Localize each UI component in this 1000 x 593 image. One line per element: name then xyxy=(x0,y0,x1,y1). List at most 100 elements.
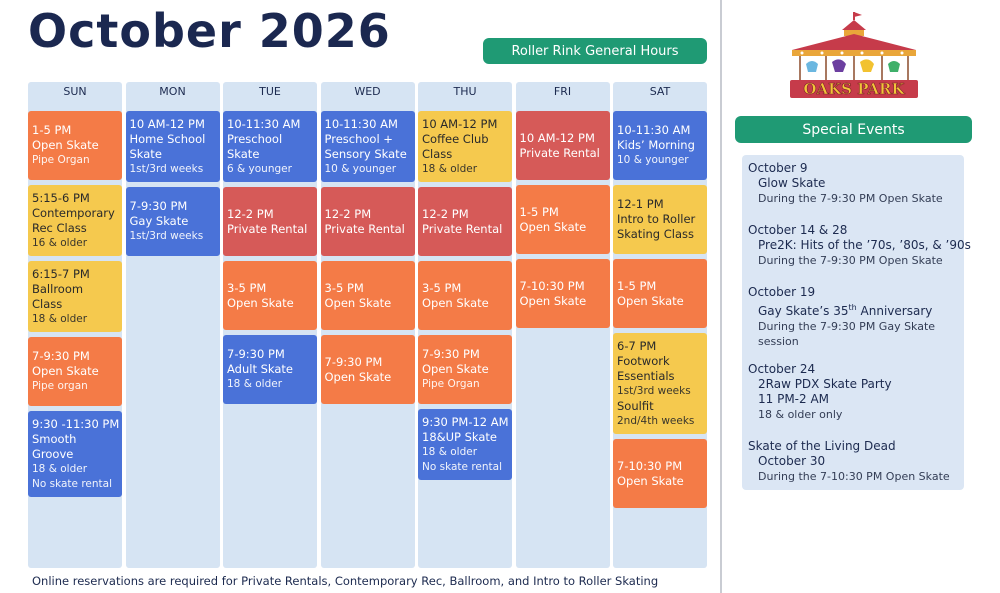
main-line: Skate xyxy=(227,146,260,161)
main-line: 7-10:30 PM xyxy=(617,458,683,473)
event: 10-11:30 AM Kids’ Morning 10 & younger xyxy=(613,111,707,180)
day-column: TUE 10-11:30 AM Preschool Skate 6 & younger 1… xyxy=(223,82,317,568)
main-line: 6:15-7 PM xyxy=(32,266,90,281)
main-line: Skate xyxy=(129,146,162,161)
main-line: 11 PM-2 AM xyxy=(758,392,830,406)
divider xyxy=(720,0,722,593)
main-line: 2Raw PDX Skate Party xyxy=(758,377,892,391)
main-line: Private Rental xyxy=(227,221,308,236)
main-line: 18&UP Skate xyxy=(422,429,497,444)
note-line: 1st/3rd weeks xyxy=(617,384,691,397)
main-line: Open Skate xyxy=(519,219,587,234)
day-column: WED 10-11:30 AM Preschool + Sensory Skate 10… xyxy=(320,82,415,568)
note-line: 18 & older xyxy=(422,445,478,458)
note-line: 2nd/4th weeks xyxy=(617,414,695,427)
main-line: Open Skate xyxy=(324,295,392,310)
main-line: Smooth xyxy=(32,431,77,446)
main-line: Open Skate xyxy=(422,295,489,310)
event: 12-2 PM Private Rental xyxy=(418,187,512,256)
event-date: October 24 xyxy=(748,362,816,376)
note-line: During the 7-9:30 PM Gay Skate xyxy=(758,320,936,333)
hours-badge: Roller Rink General Hours xyxy=(483,38,707,64)
event: 9:30 PM-12 AM 18&UP Skate 18 & older No ska… xyxy=(418,409,512,480)
line-text: Gay Skate’s 35 xyxy=(758,304,849,318)
main-line: Open Skate xyxy=(324,369,392,384)
main-line: 7-9:30 PM xyxy=(422,347,480,361)
main-line: Private Rental xyxy=(519,145,600,160)
main-line: Coffee Club xyxy=(422,131,489,146)
main-line: Skating Class xyxy=(617,227,695,241)
main-line: Home School xyxy=(129,131,206,146)
main-line: 10-11:30 AM xyxy=(617,123,691,137)
main-line: Open Skate xyxy=(32,138,99,152)
main-line: October 30 xyxy=(758,454,826,468)
event-date: October 9 xyxy=(748,161,808,175)
main-line: 10 AM-12 PM xyxy=(129,116,205,131)
main-line: 7-10:30 PM xyxy=(519,278,585,293)
main-line: Sensory Skate xyxy=(324,146,407,161)
note-line: 1st/3rd weeks xyxy=(129,230,204,242)
title: October 2026 xyxy=(28,4,391,58)
event: 12-2 PM Private Rental xyxy=(320,187,415,256)
note-line: 10 & younger xyxy=(617,154,689,166)
main-line: 3-5 PM xyxy=(227,280,267,295)
main-line: 12-2 PM xyxy=(324,206,372,221)
day-label: MON xyxy=(159,85,186,98)
main-line: 5:15-6 PM xyxy=(32,190,90,205)
note-line: 18 & older xyxy=(32,312,88,325)
day-column: FRI 10 AM-12 PM Private Rental 1-5 PM Open S… xyxy=(515,82,610,568)
main-line: Preschool + xyxy=(324,131,393,146)
event-date: Skate of the Living Dead xyxy=(748,439,896,453)
main-line: Footwork xyxy=(617,353,670,368)
main-line: 7-9:30 PM xyxy=(227,347,285,361)
note-line: 18 & older only xyxy=(758,408,843,421)
main-line: Gay Skate’s 35th Anniversary xyxy=(748,300,962,319)
note-line: No skate rental xyxy=(422,460,503,473)
special-event: October 14 & 28 Pre2K: Hits of the ’70s, … xyxy=(748,223,971,268)
day-column: SAT 10-11:30 AM Kids’ Morning 10 & younger 1… xyxy=(613,82,707,568)
day-label: FRI xyxy=(553,85,572,98)
main-line: 9:30 PM-12 AM xyxy=(422,414,509,429)
event: 3-5 PM Open Skate xyxy=(418,261,512,330)
day-label: WED xyxy=(354,85,381,98)
main-line: Open Skate xyxy=(422,362,489,376)
main-line: Class xyxy=(32,296,63,311)
main-line: Class xyxy=(422,146,453,161)
special-events-panel: October 9 Glow Skate During the 7-9:30 PM … xyxy=(742,155,971,490)
main-line: 1-5 PM xyxy=(617,278,657,293)
event: 3-5 PM Open Skate xyxy=(223,261,317,330)
main-line: Open Skate xyxy=(32,364,99,378)
main-line: 3-5 PM xyxy=(324,280,364,295)
note-line: 18 & older xyxy=(32,462,88,475)
event: 7-10:30 PM Open Skate xyxy=(515,259,610,328)
event: 7-9:30 PM Gay Skate 1st/3rd weeks xyxy=(125,187,220,256)
event: 10 AM-12 PM Home School Skate 1st/3rd weeks xyxy=(125,111,220,182)
main-line: Preschool xyxy=(227,131,283,146)
event: 1-5 PM Open Skate xyxy=(613,259,707,328)
main-line: Rec Class xyxy=(32,220,87,235)
main-line: 9:30 -11:30 PM xyxy=(32,416,120,431)
main-line: 12-2 PM xyxy=(422,206,469,221)
main-line: 12-1 PM xyxy=(617,197,664,211)
event: 12-1 PM Intro to Roller Skating Class xyxy=(613,185,707,254)
note-line: During the 7-9:30 PM Open Skate xyxy=(758,192,943,205)
note-line: 10 & younger xyxy=(324,162,397,175)
main-line: Open Skate xyxy=(617,293,684,308)
note-line: 16 & older xyxy=(32,236,88,249)
main-line: Groove xyxy=(32,446,74,461)
main-line: Gay Skate xyxy=(129,214,189,228)
note-line: Pipe Organ xyxy=(32,154,90,166)
main-line: 1-5 PM xyxy=(32,123,72,137)
event: 10-11:30 AM Preschool + Sensory Skate 10 & … xyxy=(320,111,415,182)
event: 3-5 PM Open Skate xyxy=(320,261,415,330)
main-line: Ballroom xyxy=(32,281,84,296)
event: 7-9:30 PM Open Skate Pipe organ xyxy=(28,337,122,406)
main-line: 10 AM-12 PM xyxy=(519,130,595,145)
day-label: TUE xyxy=(259,85,281,98)
event: 6:15-7 PM Ballroom Class 18 & older xyxy=(28,261,122,332)
main-line: 10-11:30 AM xyxy=(227,116,301,131)
main-line: Private Rental xyxy=(422,221,503,236)
main-line: Open Skate xyxy=(519,293,587,308)
main-line: Open Skate xyxy=(617,473,684,488)
